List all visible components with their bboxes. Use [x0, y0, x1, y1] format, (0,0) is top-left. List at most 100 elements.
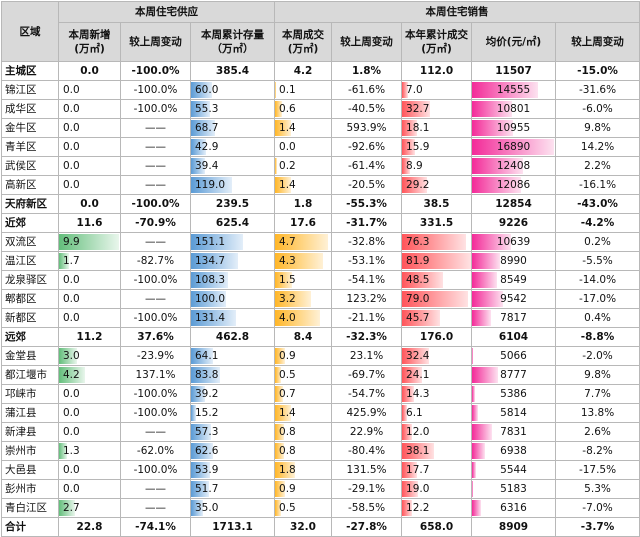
cell-name: 蒲江县	[2, 404, 59, 423]
cell-deal-chg: -80.4%	[332, 442, 402, 461]
cell-ytd: 6.1	[402, 404, 472, 423]
cell-price: 10639	[472, 233, 556, 252]
cell-value: 38.1	[402, 442, 471, 460]
cell-name: 彭州市	[2, 480, 59, 499]
cell-value: 0.8	[275, 423, 331, 441]
cell-name: 武侯区	[2, 157, 59, 176]
cell-price-chg: -43.0%	[556, 195, 640, 214]
cell-ytd: 15.9	[402, 138, 472, 157]
header-row-columns: 本周新增(万㎡) 较上周变动 本周累计存量（万㎡） 本周成交(万㎡) 较上周变动…	[2, 23, 640, 62]
cell-price: 5814	[472, 404, 556, 423]
cell-value: 0.0	[59, 309, 120, 327]
cell-deal: 8.4	[275, 328, 332, 347]
cell-value: 62.6	[191, 442, 274, 460]
cell-value: 0.0	[59, 461, 120, 479]
cell-price: 9542	[472, 290, 556, 309]
cell-deal: 17.6	[275, 214, 332, 233]
cell-deal: 0.9	[275, 480, 332, 499]
cell-stock: 625.4	[191, 214, 275, 233]
cell-deal: 0.0	[275, 138, 332, 157]
cell-deal: 32.0	[275, 518, 332, 537]
cell-value: 9.9	[59, 233, 120, 251]
cell-deal: 0.8	[275, 423, 332, 442]
cell-value: 1.5	[275, 271, 331, 289]
cell-ytd: 8.9	[402, 157, 472, 176]
cell-stock: 1713.1	[191, 518, 275, 537]
cell-value: 55.3	[191, 100, 274, 118]
cell-deal: 0.7	[275, 385, 332, 404]
cell-price: 10955	[472, 119, 556, 138]
cell-value: 0.1	[275, 81, 331, 99]
cell-value: 0.0	[59, 404, 120, 422]
cell-deal: 3.2	[275, 290, 332, 309]
cell-stock: 134.7	[191, 252, 275, 271]
header-price-change: 较上周变动	[556, 23, 640, 62]
cell-value: 7.0	[402, 81, 471, 99]
cell-price-chg: 2.2%	[556, 157, 640, 176]
cell-value: 32.4	[402, 347, 471, 365]
cell-new-chg: -23.9%	[121, 347, 191, 366]
cell-name: 郫都区	[2, 290, 59, 309]
cell-name: 成华区	[2, 100, 59, 119]
cell-name: 龙泉驿区	[2, 271, 59, 290]
cell-price: 7817	[472, 309, 556, 328]
cell-value: 19.0	[402, 480, 471, 498]
header-supply-group: 本周住宅供应	[59, 2, 275, 23]
cell-new-chg: ——	[121, 423, 191, 442]
cell-deal-chg: -20.5%	[332, 176, 402, 195]
cell-value: 18.1	[402, 119, 471, 137]
cell-new-chg: -100.0%	[121, 271, 191, 290]
cell-value: 0.0	[59, 157, 120, 175]
cell-value: 5544	[472, 461, 555, 479]
cell-new-chg: ——	[121, 119, 191, 138]
cell-ytd: 112.0	[402, 62, 472, 81]
cell-new: 0.0	[59, 480, 121, 499]
cell-value: 4.3	[275, 252, 331, 270]
cell-new-chg: -100.0%	[121, 81, 191, 100]
cell-price-chg: -6.0%	[556, 100, 640, 119]
cell-value: 64.1	[191, 347, 274, 365]
cell-value: 0.6	[275, 100, 331, 118]
cell-new: 0.0	[59, 290, 121, 309]
cell-deal-chg: -54.1%	[332, 271, 402, 290]
cell-deal: 4.3	[275, 252, 332, 271]
cell-deal-chg: -58.5%	[332, 499, 402, 518]
cell-value: 29.2	[402, 176, 471, 194]
cell-value: 53.9	[191, 461, 274, 479]
cell-price-chg: -16.1%	[556, 176, 640, 195]
cell-new: 0.0	[59, 385, 121, 404]
cell-name: 锦江区	[2, 81, 59, 100]
cell-stock: 108.3	[191, 271, 275, 290]
cell-name: 天府新区	[2, 195, 59, 214]
cell-price-chg: -8.2%	[556, 442, 640, 461]
cell-value: 119.0	[191, 176, 274, 194]
cell-value: 131.4	[191, 309, 274, 327]
cell-value: 1.4	[275, 404, 331, 422]
cell-ytd: 45.7	[402, 309, 472, 328]
cell-deal-chg: 425.9%	[332, 404, 402, 423]
cell-name: 远郊	[2, 328, 59, 347]
cell-ytd: 38.1	[402, 442, 472, 461]
cell-name: 双流区	[2, 233, 59, 252]
cell-value: 0.5	[275, 366, 331, 384]
cell-value: 5183	[472, 480, 555, 498]
cell-value: 4.2	[59, 366, 120, 384]
cell-price-chg: 9.8%	[556, 119, 640, 138]
cell-price: 5544	[472, 461, 556, 480]
cell-new-chg: 37.6%	[121, 328, 191, 347]
cell-new-chg: ——	[121, 176, 191, 195]
cell-value: 0.0	[59, 271, 120, 289]
cell-deal: 4.0	[275, 309, 332, 328]
cell-price-chg: 0.4%	[556, 309, 640, 328]
cell-value: 3.0	[59, 347, 120, 365]
cell-deal: 0.5	[275, 366, 332, 385]
cell-value: 0.2	[275, 157, 331, 175]
